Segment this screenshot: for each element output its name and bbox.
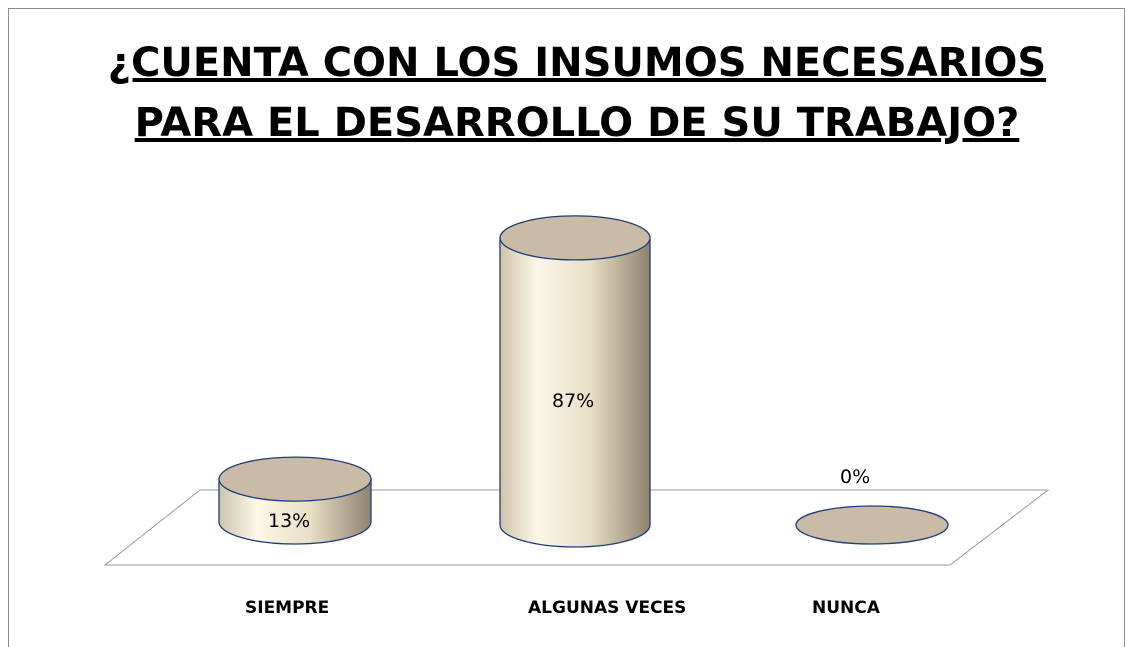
cylinder-top <box>219 457 371 501</box>
cylinder-top <box>500 216 650 260</box>
value-label: 87% <box>552 390 594 412</box>
x-tick-label: SIEMPRE <box>245 598 329 618</box>
chart-title: ¿CUENTA CON LOS INSUMOS NECESARIOS <box>108 40 1046 86</box>
cylinder <box>500 216 650 547</box>
value-label: 0% <box>840 466 870 488</box>
chart-title: PARA EL DESARROLLO DE SU TRABAJO? <box>135 100 1020 146</box>
value-label: 13% <box>268 510 310 532</box>
cylinder <box>796 506 948 544</box>
chart: ¿CUENTA CON LOS INSUMOS NECESARIOS PARA … <box>0 0 1134 647</box>
cylinder-top <box>796 506 948 544</box>
x-tick-label: ALGUNAS VECES <box>528 598 686 618</box>
x-tick-label: NUNCA <box>812 598 881 618</box>
page: {"chart_data": {"type": "bar", "title": … <box>0 0 1134 647</box>
